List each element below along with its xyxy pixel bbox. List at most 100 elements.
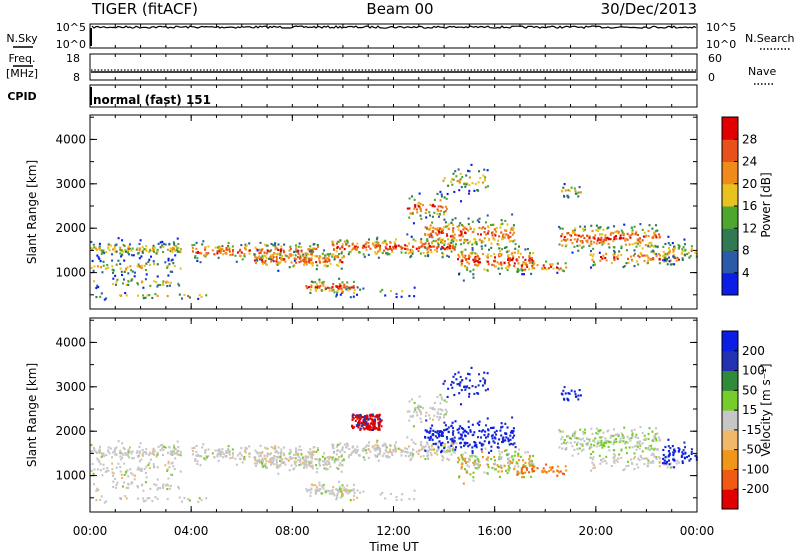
power-cell	[478, 238, 481, 241]
velocity-cell	[629, 439, 632, 442]
velocity-cell	[601, 436, 604, 439]
power-cell	[427, 233, 430, 236]
velocity-cell	[340, 455, 343, 458]
velocity-cell	[476, 458, 479, 461]
power-scatter	[90, 163, 698, 301]
power-cell	[475, 241, 478, 244]
power-cell	[686, 253, 689, 256]
power-cell	[309, 245, 312, 248]
power-cell	[647, 256, 650, 259]
power-cell	[335, 242, 338, 245]
power-cell	[524, 248, 527, 251]
velocity-cell	[294, 453, 297, 456]
velocity-cell	[528, 457, 531, 461]
power-cell	[129, 265, 132, 268]
velocity-cell	[655, 456, 658, 459]
velocity-cell	[93, 468, 96, 471]
velocity-cell	[461, 453, 464, 456]
power-cell	[181, 297, 184, 300]
power-cell	[459, 222, 462, 225]
velocity-cell	[310, 465, 313, 468]
power-cell	[275, 253, 278, 256]
power-cell	[607, 238, 610, 241]
power-cell	[338, 283, 341, 286]
velocity-cell	[115, 453, 118, 456]
power-cell	[122, 282, 125, 285]
power-cell	[647, 259, 650, 262]
power-cell	[441, 228, 444, 231]
velocity-cell	[127, 450, 130, 454]
velocity-cell	[119, 465, 122, 469]
velocity-cell	[232, 452, 235, 455]
velocity-cell	[520, 469, 523, 472]
power-cell	[141, 251, 144, 254]
velocity-cell	[459, 441, 462, 444]
velocity-cell	[617, 457, 620, 460]
power-cell	[127, 251, 130, 254]
power-cell	[355, 248, 358, 252]
velocity-cell	[124, 452, 127, 455]
power-cell	[498, 272, 501, 275]
velocity-cell	[454, 420, 457, 423]
velocity-cell	[107, 446, 110, 449]
power-cell	[346, 286, 349, 289]
velocity-cell	[558, 471, 561, 474]
power-cell	[419, 202, 422, 205]
power-cell	[297, 245, 300, 248]
power-cell	[148, 258, 151, 261]
velocity-cell	[667, 445, 670, 448]
power-cell	[526, 265, 529, 268]
velocity-cell	[283, 461, 286, 464]
velocity-cell	[561, 430, 564, 433]
power-cell	[241, 258, 244, 261]
power-cell	[455, 243, 458, 246]
velocity-cell	[418, 449, 421, 452]
velocity-cell	[487, 463, 490, 466]
power-cell	[610, 262, 613, 265]
velocity-cell	[663, 462, 666, 465]
power-cell	[309, 291, 312, 294]
velocity-cell	[352, 483, 355, 486]
power-cell	[221, 245, 224, 248]
velocity-cell	[326, 463, 329, 466]
velocity-cell	[130, 457, 133, 460]
power-cell	[549, 263, 552, 266]
power-cell	[453, 233, 456, 236]
velocity-cell	[585, 443, 588, 446]
velocity-cell	[613, 452, 616, 456]
power-cell	[487, 253, 490, 256]
velocity-cell	[374, 420, 377, 423]
power-cell	[458, 234, 461, 237]
velocity-cell	[301, 461, 304, 464]
power-cell	[272, 260, 275, 263]
velocity-cell	[479, 464, 482, 467]
velocity-cell	[624, 446, 627, 449]
velocity-cell	[295, 461, 298, 464]
velocity-cell	[508, 452, 511, 455]
velocity-cell	[352, 450, 355, 453]
velocity-cell	[514, 446, 517, 449]
colorbar-tick-label: -15	[742, 423, 762, 437]
velocity-cell	[652, 453, 655, 456]
velocity-cell	[216, 449, 219, 452]
power-cell	[346, 281, 349, 284]
velocity-cell	[359, 413, 362, 417]
colorbar-swatch	[722, 206, 738, 229]
velocity-cell	[337, 490, 340, 493]
velocity-cell	[93, 448, 96, 451]
x-tick-label: 00:00	[73, 524, 108, 538]
velocity-cell	[386, 451, 389, 454]
power-cell	[295, 248, 298, 251]
colorbar-tick-label: 28	[742, 132, 757, 146]
power-cell	[333, 291, 336, 294]
velocity-cell	[285, 458, 288, 461]
velocity-cell	[641, 457, 644, 460]
velocity-cell	[332, 491, 335, 494]
velocity-cell	[364, 416, 367, 420]
velocity-cell	[420, 412, 423, 416]
velocity-cell	[365, 449, 368, 452]
velocity-cell	[673, 458, 676, 462]
power-cell	[280, 256, 283, 259]
velocity-cell	[323, 452, 326, 455]
power-cell	[451, 247, 454, 250]
